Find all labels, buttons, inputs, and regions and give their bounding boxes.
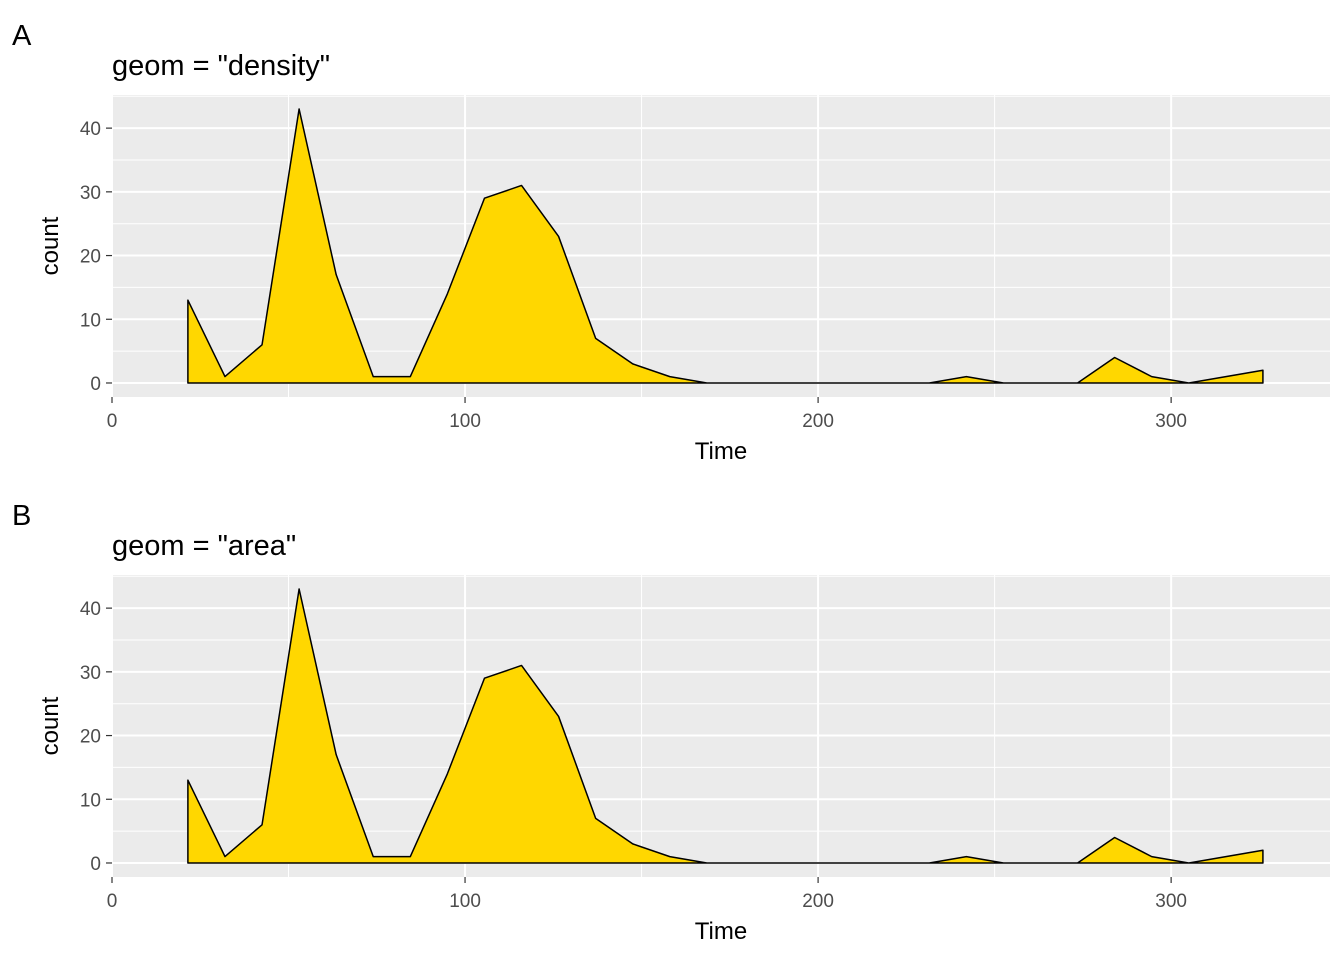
- y-tick-label: 0: [90, 374, 101, 395]
- y-tick-label: 30: [80, 663, 101, 684]
- y-tick-label: 30: [80, 183, 101, 204]
- x-axis-label: Time: [695, 438, 747, 465]
- panel-tag: A: [12, 20, 32, 52]
- y-tick-label: 40: [80, 599, 101, 620]
- x-axis-label: Time: [695, 918, 747, 945]
- x-tick-label: 100: [449, 891, 481, 912]
- x-tick-label: 200: [802, 411, 834, 432]
- y-axis-label: count: [37, 216, 64, 275]
- y-tick-label: 20: [80, 727, 101, 748]
- x-tick-label: 100: [449, 411, 481, 432]
- x-tick-label: 0: [107, 411, 118, 432]
- panel-tag: B: [12, 500, 31, 532]
- y-axis-label: count: [37, 696, 64, 755]
- x-tick-label: 0: [107, 891, 118, 912]
- y-tick-label: 10: [80, 310, 101, 331]
- y-tick-label: 40: [80, 119, 101, 140]
- area-series: [187, 108, 1264, 384]
- x-tick-label: 300: [1155, 891, 1187, 912]
- y-tick-label: 10: [80, 790, 101, 811]
- chart-title: geom = "density": [112, 50, 330, 82]
- area-series: [187, 588, 1264, 864]
- x-tick-label: 300: [1155, 411, 1187, 432]
- chart-title: geom = "area": [112, 530, 296, 562]
- y-tick-label: 20: [80, 247, 101, 268]
- y-tick-label: 0: [90, 854, 101, 875]
- x-tick-label: 200: [802, 891, 834, 912]
